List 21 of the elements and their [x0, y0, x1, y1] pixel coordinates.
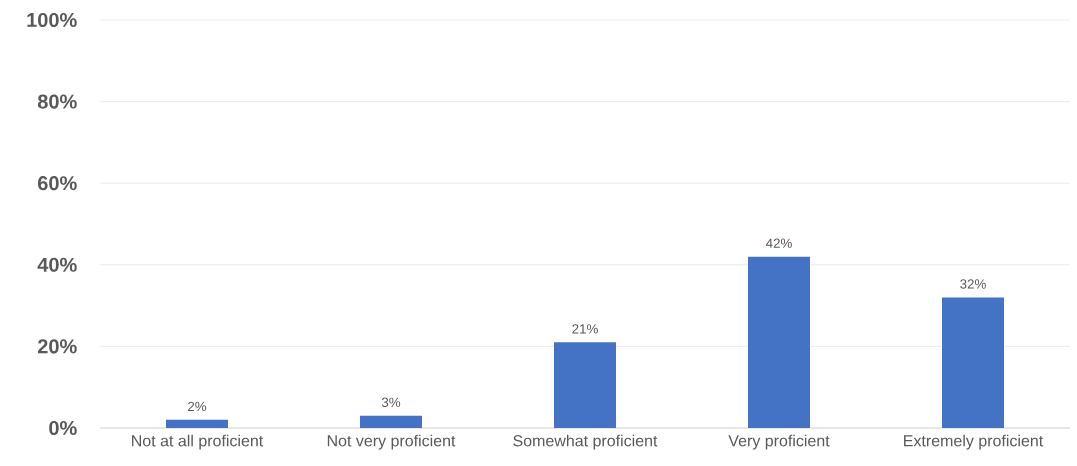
x-tick-label: Somewhat proficient [513, 434, 658, 450]
x-tick-label: Not at all proficient [132, 434, 264, 450]
data-label: 2% [188, 401, 207, 412]
y-tick-label: 100% [27, 12, 77, 28]
bar [748, 256, 810, 428]
y-tick-label: 0% [49, 420, 77, 436]
y-tick-label: 80% [37, 94, 77, 109]
data-label: 21% [572, 324, 598, 334]
data-label: 42% [765, 238, 792, 248]
data-label: 3% [381, 397, 401, 408]
x-tick-label: Very proficient [728, 434, 830, 450]
bar [166, 419, 229, 428]
y-tick-label: 60% [38, 176, 77, 191]
y-tick-label: 20% [37, 339, 77, 354]
x-tick-label: Extremely proficient [904, 434, 1044, 450]
bar [942, 297, 1004, 428]
bar [360, 415, 423, 428]
bar [554, 342, 616, 428]
data-label: 32% [960, 279, 986, 289]
y-tick-label: 40% [37, 257, 77, 272]
x-tick-label: Not very proficient [327, 434, 456, 450]
